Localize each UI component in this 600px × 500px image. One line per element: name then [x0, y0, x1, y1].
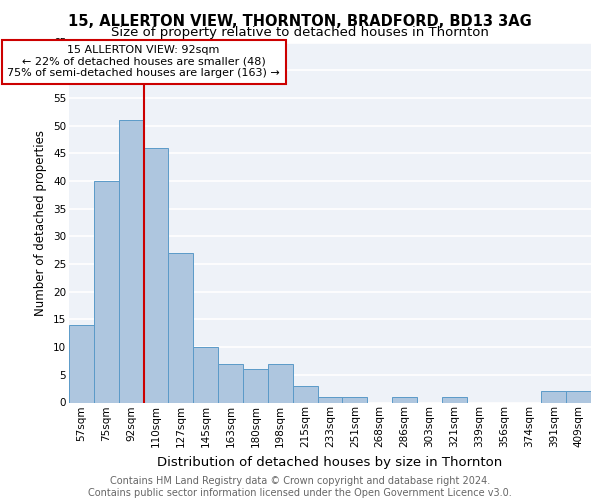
Bar [392, 397, 417, 402]
Bar [94, 181, 119, 402]
Bar [541, 392, 566, 402]
Text: 15, ALLERTON VIEW, THORNTON, BRADFORD, BD13 3AG: 15, ALLERTON VIEW, THORNTON, BRADFORD, B… [68, 14, 532, 29]
Bar [317, 397, 343, 402]
Bar [119, 120, 143, 403]
Bar [169, 253, 193, 402]
Bar [193, 347, 218, 403]
Bar [243, 370, 268, 402]
Bar [442, 397, 467, 402]
Bar [293, 386, 317, 402]
X-axis label: Distribution of detached houses by size in Thornton: Distribution of detached houses by size … [157, 456, 503, 468]
Bar [566, 392, 591, 402]
Bar [343, 397, 367, 402]
Text: Contains HM Land Registry data © Crown copyright and database right 2024.
Contai: Contains HM Land Registry data © Crown c… [88, 476, 512, 498]
Text: Size of property relative to detached houses in Thornton: Size of property relative to detached ho… [111, 26, 489, 39]
Text: 15 ALLERTON VIEW: 92sqm
← 22% of detached houses are smaller (48)
75% of semi-de: 15 ALLERTON VIEW: 92sqm ← 22% of detache… [7, 46, 280, 78]
Bar [218, 364, 243, 403]
Bar [69, 325, 94, 402]
Bar [268, 364, 293, 403]
Y-axis label: Number of detached properties: Number of detached properties [34, 130, 47, 316]
Bar [143, 148, 169, 402]
